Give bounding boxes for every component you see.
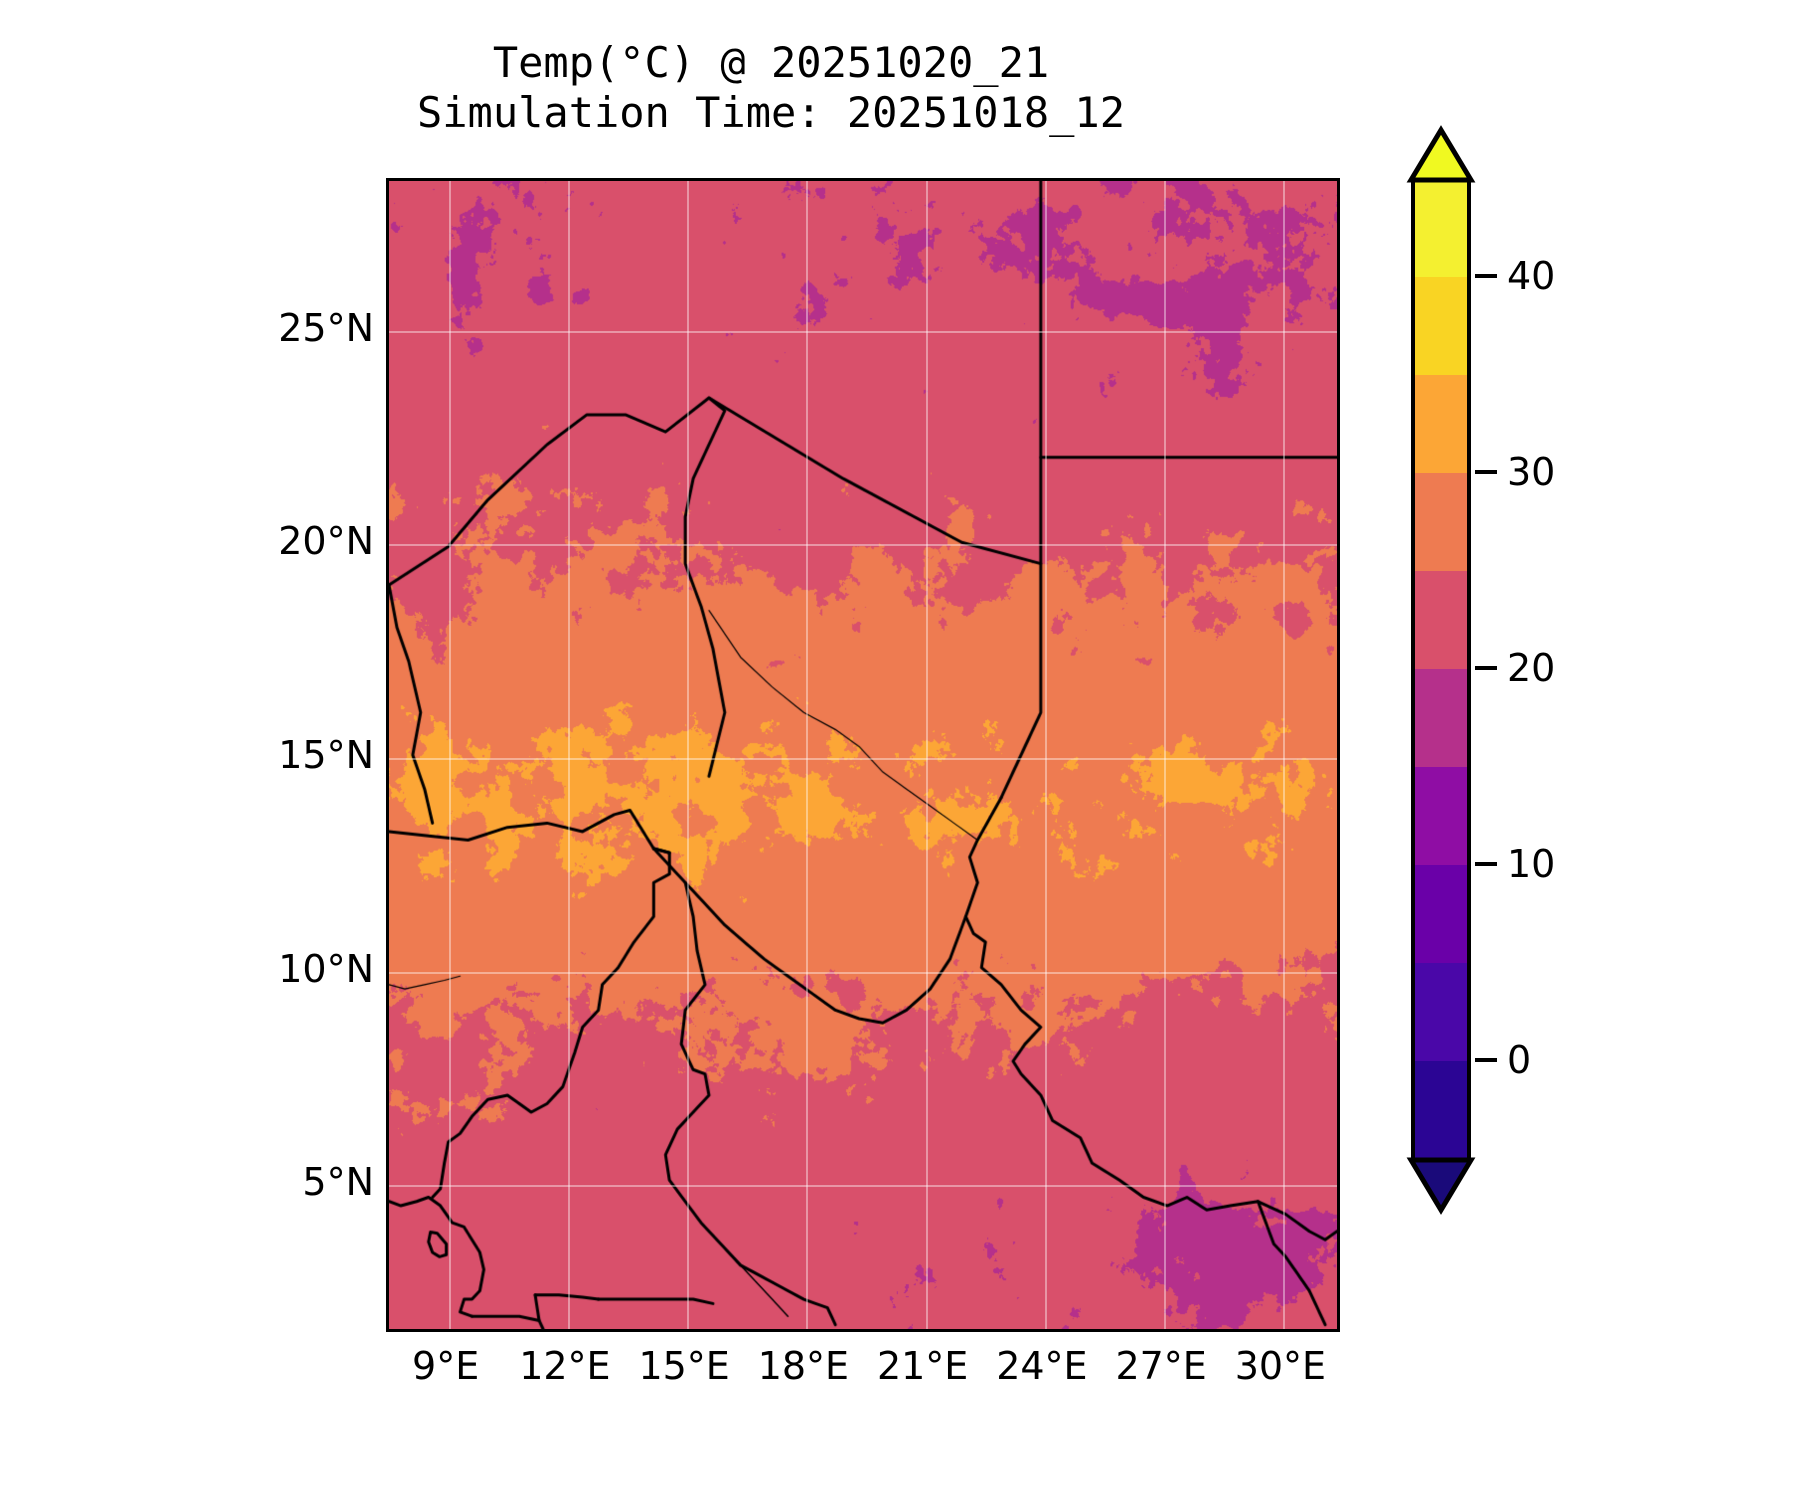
- latitude-tick-label: 15°N: [278, 733, 374, 777]
- colorbar-band: [1411, 864, 1471, 963]
- longitude-tick-label: 30°E: [1234, 1344, 1327, 1388]
- title-line-1: Temp(°C) @ 20251020_21: [492, 38, 1050, 87]
- title-line-2: Simulation Time: 20251018_12: [416, 87, 1125, 137]
- longitude-tick-label: 12°E: [519, 1344, 611, 1388]
- colorbar-band: [1411, 178, 1471, 277]
- colorbar-tick-label: 0: [1507, 1038, 1532, 1082]
- colorbar-tick-label: 10: [1507, 842, 1556, 886]
- longitude-tick-label: 27°E: [1115, 1344, 1207, 1388]
- colorbar-tick-mark: [1475, 470, 1497, 474]
- colorbar: 40 30 20 10 0: [1406, 125, 1555, 1215]
- colorbar-band: [1411, 1060, 1471, 1159]
- colorbar-tick-label: 40: [1507, 254, 1556, 298]
- longitude-tick-label: 24°E: [996, 1344, 1088, 1388]
- colorbar-band: [1411, 766, 1471, 865]
- colorbar-extend-down-arrow: [1406, 1157, 1476, 1215]
- chart-title: Temp(°C) @ 20251020_21 Simulation Time: …: [0, 38, 1542, 137]
- colorbar-extend-up-arrow: [1406, 125, 1476, 183]
- colorbar-band: [1411, 374, 1471, 473]
- colorbar-band: [1411, 962, 1471, 1061]
- colorbar-tick-label: 30: [1507, 450, 1556, 494]
- colorbar-band: [1411, 570, 1471, 669]
- map-plot-area: [386, 178, 1340, 1332]
- colorbar-tick-mark: [1475, 666, 1497, 670]
- latitude-tick-label: 20°N: [278, 519, 374, 564]
- colorbar-tick-mark: [1475, 862, 1497, 866]
- colorbar-tick-label: 20: [1507, 646, 1556, 690]
- colorbar-tick-mark: [1475, 274, 1497, 278]
- longitude-tick-label: 18°E: [757, 1344, 850, 1388]
- latitude-tick-label: 5°N: [302, 1160, 374, 1205]
- temperature-field: [389, 181, 1337, 1329]
- colorbar-band: [1411, 276, 1471, 375]
- colorbar-tick-mark: [1475, 1058, 1497, 1062]
- colorbar-band: [1411, 472, 1471, 571]
- latitude-tick-label: 25°N: [278, 305, 374, 350]
- colorbar-band: [1411, 668, 1471, 767]
- longitude-tick-label: 21°E: [876, 1344, 969, 1388]
- latitude-tick-label: 10°N: [278, 946, 374, 991]
- longitude-tick-label: 15°E: [638, 1344, 730, 1388]
- longitude-tick-label: 9°E: [412, 1344, 480, 1388]
- colorbar-bands: [1411, 178, 1471, 1159]
